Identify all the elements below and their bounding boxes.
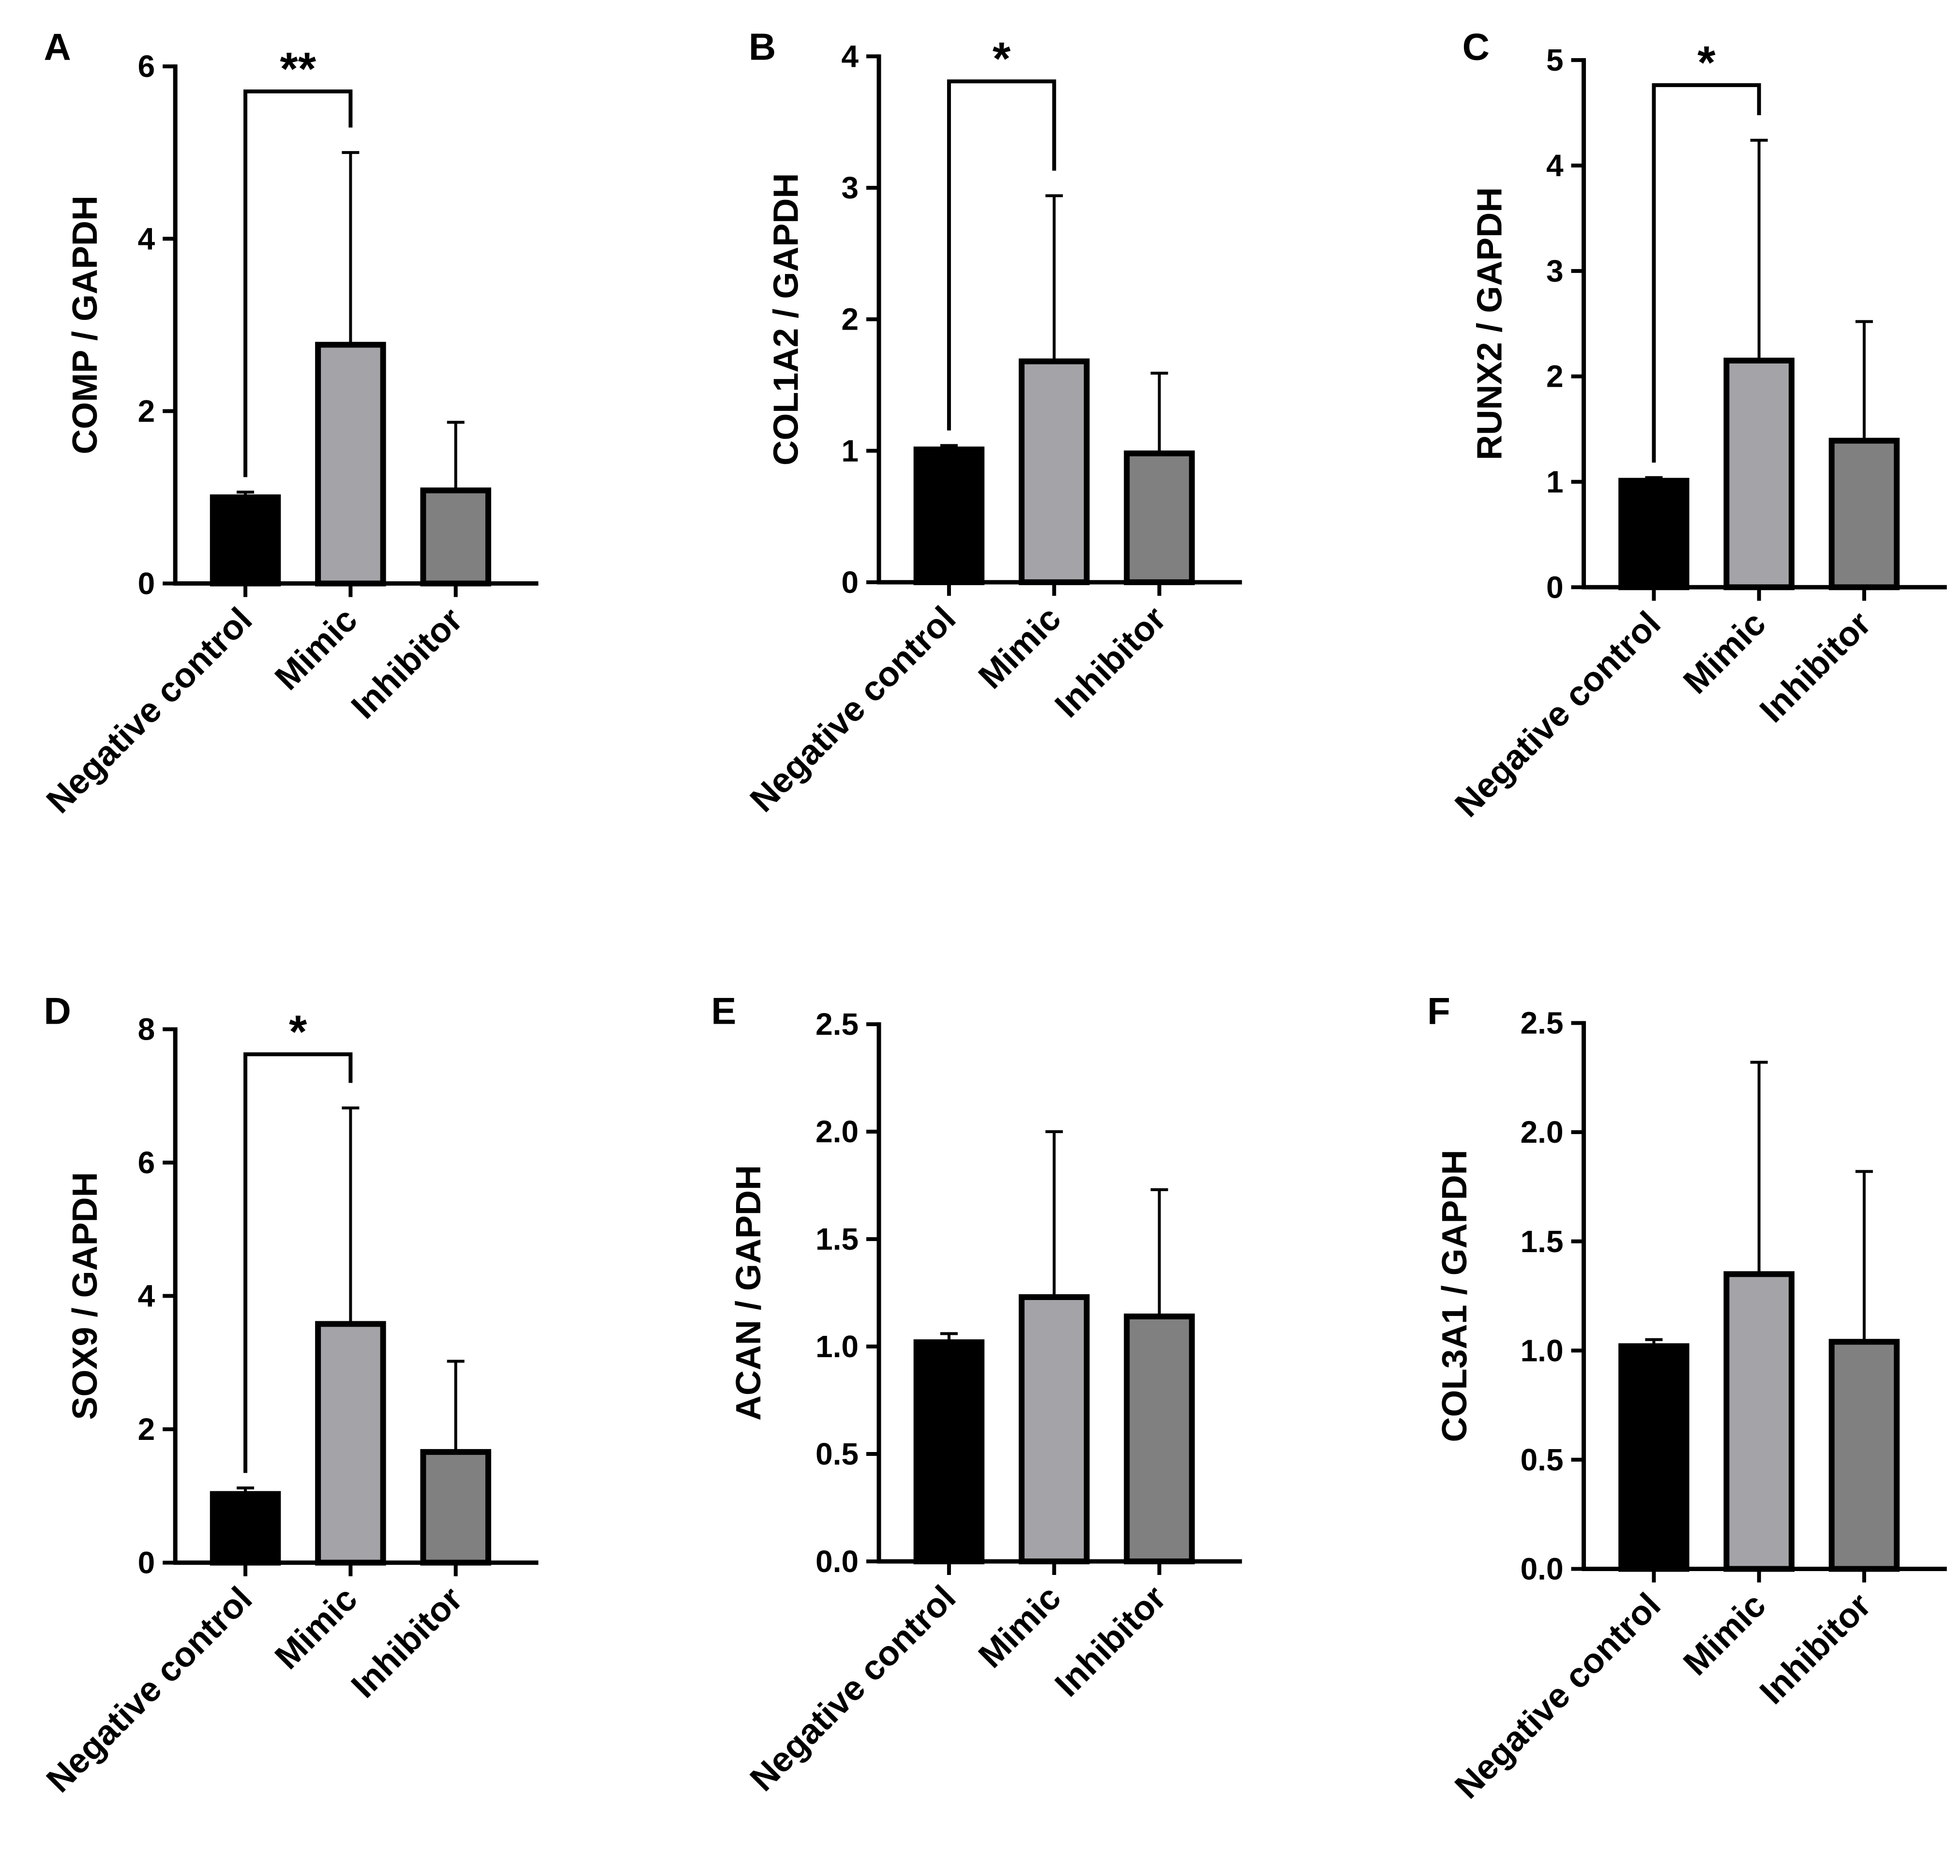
y-axis-label: RUNX2 / GAPDH: [1471, 187, 1509, 460]
bar-inhibitor: [1124, 450, 1195, 585]
bar-mimic: [1018, 358, 1090, 585]
significance-bracket: [947, 79, 1056, 431]
y-tick-label: 0.5: [1521, 1442, 1564, 1477]
panel-letter: C: [1462, 25, 1490, 68]
y-tick-label: 4: [138, 1279, 155, 1314]
panel-f: F 0.0 0.5 1.0 1.5 2.0 2.5 COL3A1 / GAPDH Negativ…: [1427, 989, 1947, 1806]
category-label: Negative control: [39, 1579, 259, 1800]
bar-negative-control: [210, 1491, 281, 1566]
category-label: Inhibitor: [1752, 604, 1878, 730]
y-tick-label: 2.5: [1521, 1006, 1564, 1041]
y-tick-label: 0.0: [815, 1544, 859, 1579]
significance-label: **: [280, 43, 316, 95]
y-tick-label: 0: [138, 1545, 155, 1580]
category-label: Mimic: [268, 600, 365, 697]
bar-negative-control: [913, 446, 985, 585]
category-label: Negative control: [1447, 1586, 1668, 1806]
y-tick-label: 0: [1546, 570, 1564, 605]
category-label: Negative control: [39, 600, 259, 820]
y-tick-label: 2.0: [1521, 1115, 1564, 1150]
bar-inhibitor: [420, 1449, 491, 1566]
panel-c: C 0 1 2 3 4 5 RUNX2 / GAPDH Negative control Mimi…: [1447, 25, 1947, 825]
significance-label: *: [993, 33, 1011, 85]
y-tick-label: 1: [841, 433, 859, 468]
y-tick-label: 8: [138, 1012, 155, 1047]
y-axis-label: COMP / GAPDH: [66, 196, 105, 454]
y-tick-label: 5: [1546, 43, 1564, 77]
bar-mimic: [1723, 1271, 1794, 1572]
significance-label: *: [289, 1006, 307, 1058]
y-axis-label: COL3A1 / GAPDH: [1435, 1150, 1474, 1442]
y-tick-label: 3: [841, 170, 859, 205]
y-axis-label: SOX9 / GAPDH: [66, 1172, 105, 1420]
category-label: Inhibitor: [344, 1579, 470, 1705]
bar-negative-control: [913, 1339, 985, 1564]
bar-mimic: [1018, 1294, 1090, 1564]
y-tick-label: 0.0: [1521, 1552, 1564, 1587]
category-label: Inhibitor: [1752, 1586, 1878, 1711]
category-label: Mimic: [268, 1579, 365, 1677]
panel-e: E 0.0 0.5 1.0 1.5 2.0 2.5 ACAN / GAPDH Negative …: [711, 989, 1242, 1799]
y-tick-label: 2: [841, 302, 859, 337]
y-tick-label: 0.5: [815, 1437, 859, 1471]
y-axis-label: COL1A2 / GAPDH: [767, 173, 806, 466]
y-tick-label: 1.5: [815, 1222, 859, 1256]
panel-b: B 0 1 2 3 4 COL1A2 / GAPDH Negative control Mimi…: [743, 25, 1242, 819]
y-tick-label: 6: [138, 1145, 155, 1180]
y-tick-label: 6: [138, 49, 155, 84]
bar-negative-control: [1618, 478, 1689, 590]
y-tick-label: 2.0: [815, 1114, 859, 1149]
y-axis-label: ACAN / GAPDH: [729, 1165, 768, 1421]
category-label: Negative control: [743, 599, 963, 819]
panel-letter: E: [711, 989, 736, 1032]
panel-a: A 0 2 4 6 COMP / GAPDH Negative control MimicIn…: [39, 25, 539, 821]
panel-letter: F: [1427, 989, 1450, 1032]
category-label: Inhibitor: [344, 600, 470, 726]
significance-bracket: [243, 89, 353, 477]
y-tick-label: 4: [1546, 148, 1564, 183]
bar-inhibitor: [1828, 1339, 1900, 1572]
category-label: Negative control: [743, 1578, 963, 1799]
category-label: Inhibitor: [1048, 599, 1174, 725]
y-tick-label: 4: [138, 221, 155, 256]
panel-d: D 0 2 4 6 8 SOX9 / GAPDH Negative control MimicI…: [39, 989, 539, 1800]
category-label: Mimic: [1676, 1586, 1773, 1683]
bar-inhibitor: [1124, 1313, 1195, 1564]
y-tick-label: 0: [841, 565, 859, 600]
panel-letter: D: [44, 989, 71, 1032]
y-tick-label: 4: [841, 39, 859, 74]
bar-inhibitor: [420, 487, 491, 587]
panel-letter: A: [44, 25, 71, 68]
category-label: Negative control: [1447, 604, 1668, 824]
y-tick-label: 2: [138, 1412, 155, 1447]
significance-label: *: [1697, 37, 1716, 89]
category-label: Mimic: [1676, 604, 1773, 701]
y-tick-label: 2: [138, 393, 155, 428]
y-tick-label: 1: [1546, 464, 1564, 499]
y-tick-label: 1.0: [815, 1329, 859, 1364]
bar-negative-control: [210, 494, 281, 587]
bar-mimic: [315, 1321, 386, 1566]
category-label: Mimic: [971, 599, 1069, 696]
y-tick-label: 2: [1546, 359, 1564, 394]
category-label: Mimic: [971, 1578, 1069, 1676]
bar-negative-control: [1618, 1343, 1689, 1572]
bar-mimic: [1723, 357, 1794, 590]
category-label: Inhibitor: [1048, 1578, 1174, 1704]
y-tick-label: 2.5: [815, 1007, 859, 1042]
panel-letter: B: [749, 25, 776, 68]
y-tick-label: 0: [138, 566, 155, 601]
bar-inhibitor: [1828, 438, 1900, 590]
y-tick-label: 1.5: [1521, 1224, 1564, 1259]
significance-bracket: [243, 1052, 353, 1473]
bar-mimic: [315, 342, 386, 587]
significance-bracket: [1652, 83, 1761, 463]
y-tick-label: 1.0: [1521, 1333, 1564, 1368]
y-tick-label: 3: [1546, 254, 1564, 288]
